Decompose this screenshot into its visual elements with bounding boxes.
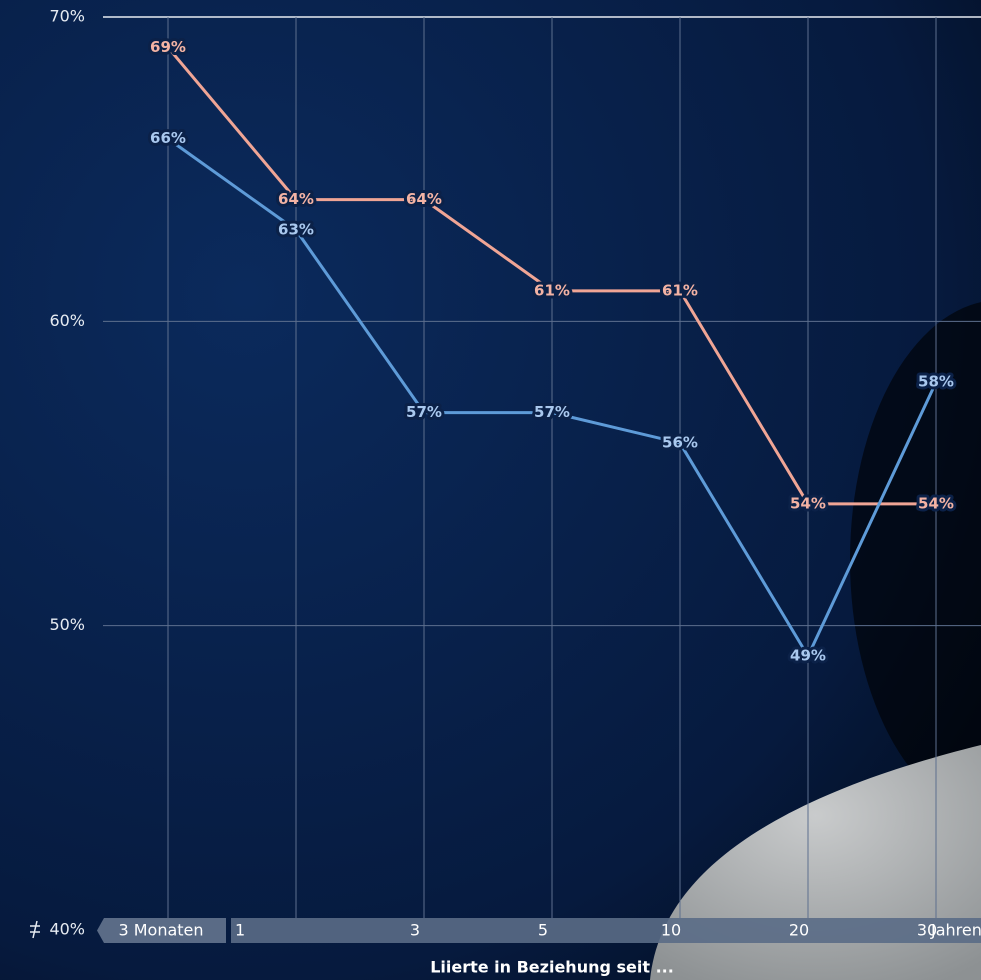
axis-break xyxy=(30,920,40,939)
y-tick-label: 40% xyxy=(49,920,85,939)
value-label: 69% xyxy=(150,38,186,56)
y-tick-label: 60% xyxy=(49,311,85,330)
x-axis-title: Liierte in Beziehung seit ... xyxy=(430,958,674,977)
value-label: 61% xyxy=(662,281,698,299)
x-band-first xyxy=(97,918,226,943)
value-label: 64% xyxy=(406,190,442,208)
value-label: 58% xyxy=(918,373,954,391)
x-tick-label: 3 Monaten xyxy=(118,921,203,940)
shadow xyxy=(850,302,981,818)
x-tick-label: 10 xyxy=(661,921,681,940)
value-label: 49% xyxy=(790,647,826,665)
series-line xyxy=(166,46,936,506)
value-label: 63% xyxy=(278,221,314,239)
series-line xyxy=(167,137,938,658)
x-tick-label: 30 xyxy=(917,921,937,940)
x-band xyxy=(231,918,981,943)
value-label: 66% xyxy=(150,129,186,147)
y-tick-label: 50% xyxy=(49,615,85,634)
value-label: 56% xyxy=(662,434,698,452)
value-label: 61% xyxy=(534,281,570,299)
y-tick-label: 70% xyxy=(49,7,85,26)
x-tick-label: 1 xyxy=(235,921,245,940)
x-tick-label: 3 xyxy=(410,921,420,940)
value-label: 57% xyxy=(534,403,570,421)
value-label: 54% xyxy=(790,494,826,512)
x-tick-label: 5 xyxy=(538,921,548,940)
value-label: 64% xyxy=(278,190,314,208)
value-label: 54% xyxy=(918,494,954,512)
value-label: 57% xyxy=(406,403,442,421)
x-tick-label: 20 xyxy=(789,921,809,940)
x-unit-label: Jahren xyxy=(930,921,981,940)
